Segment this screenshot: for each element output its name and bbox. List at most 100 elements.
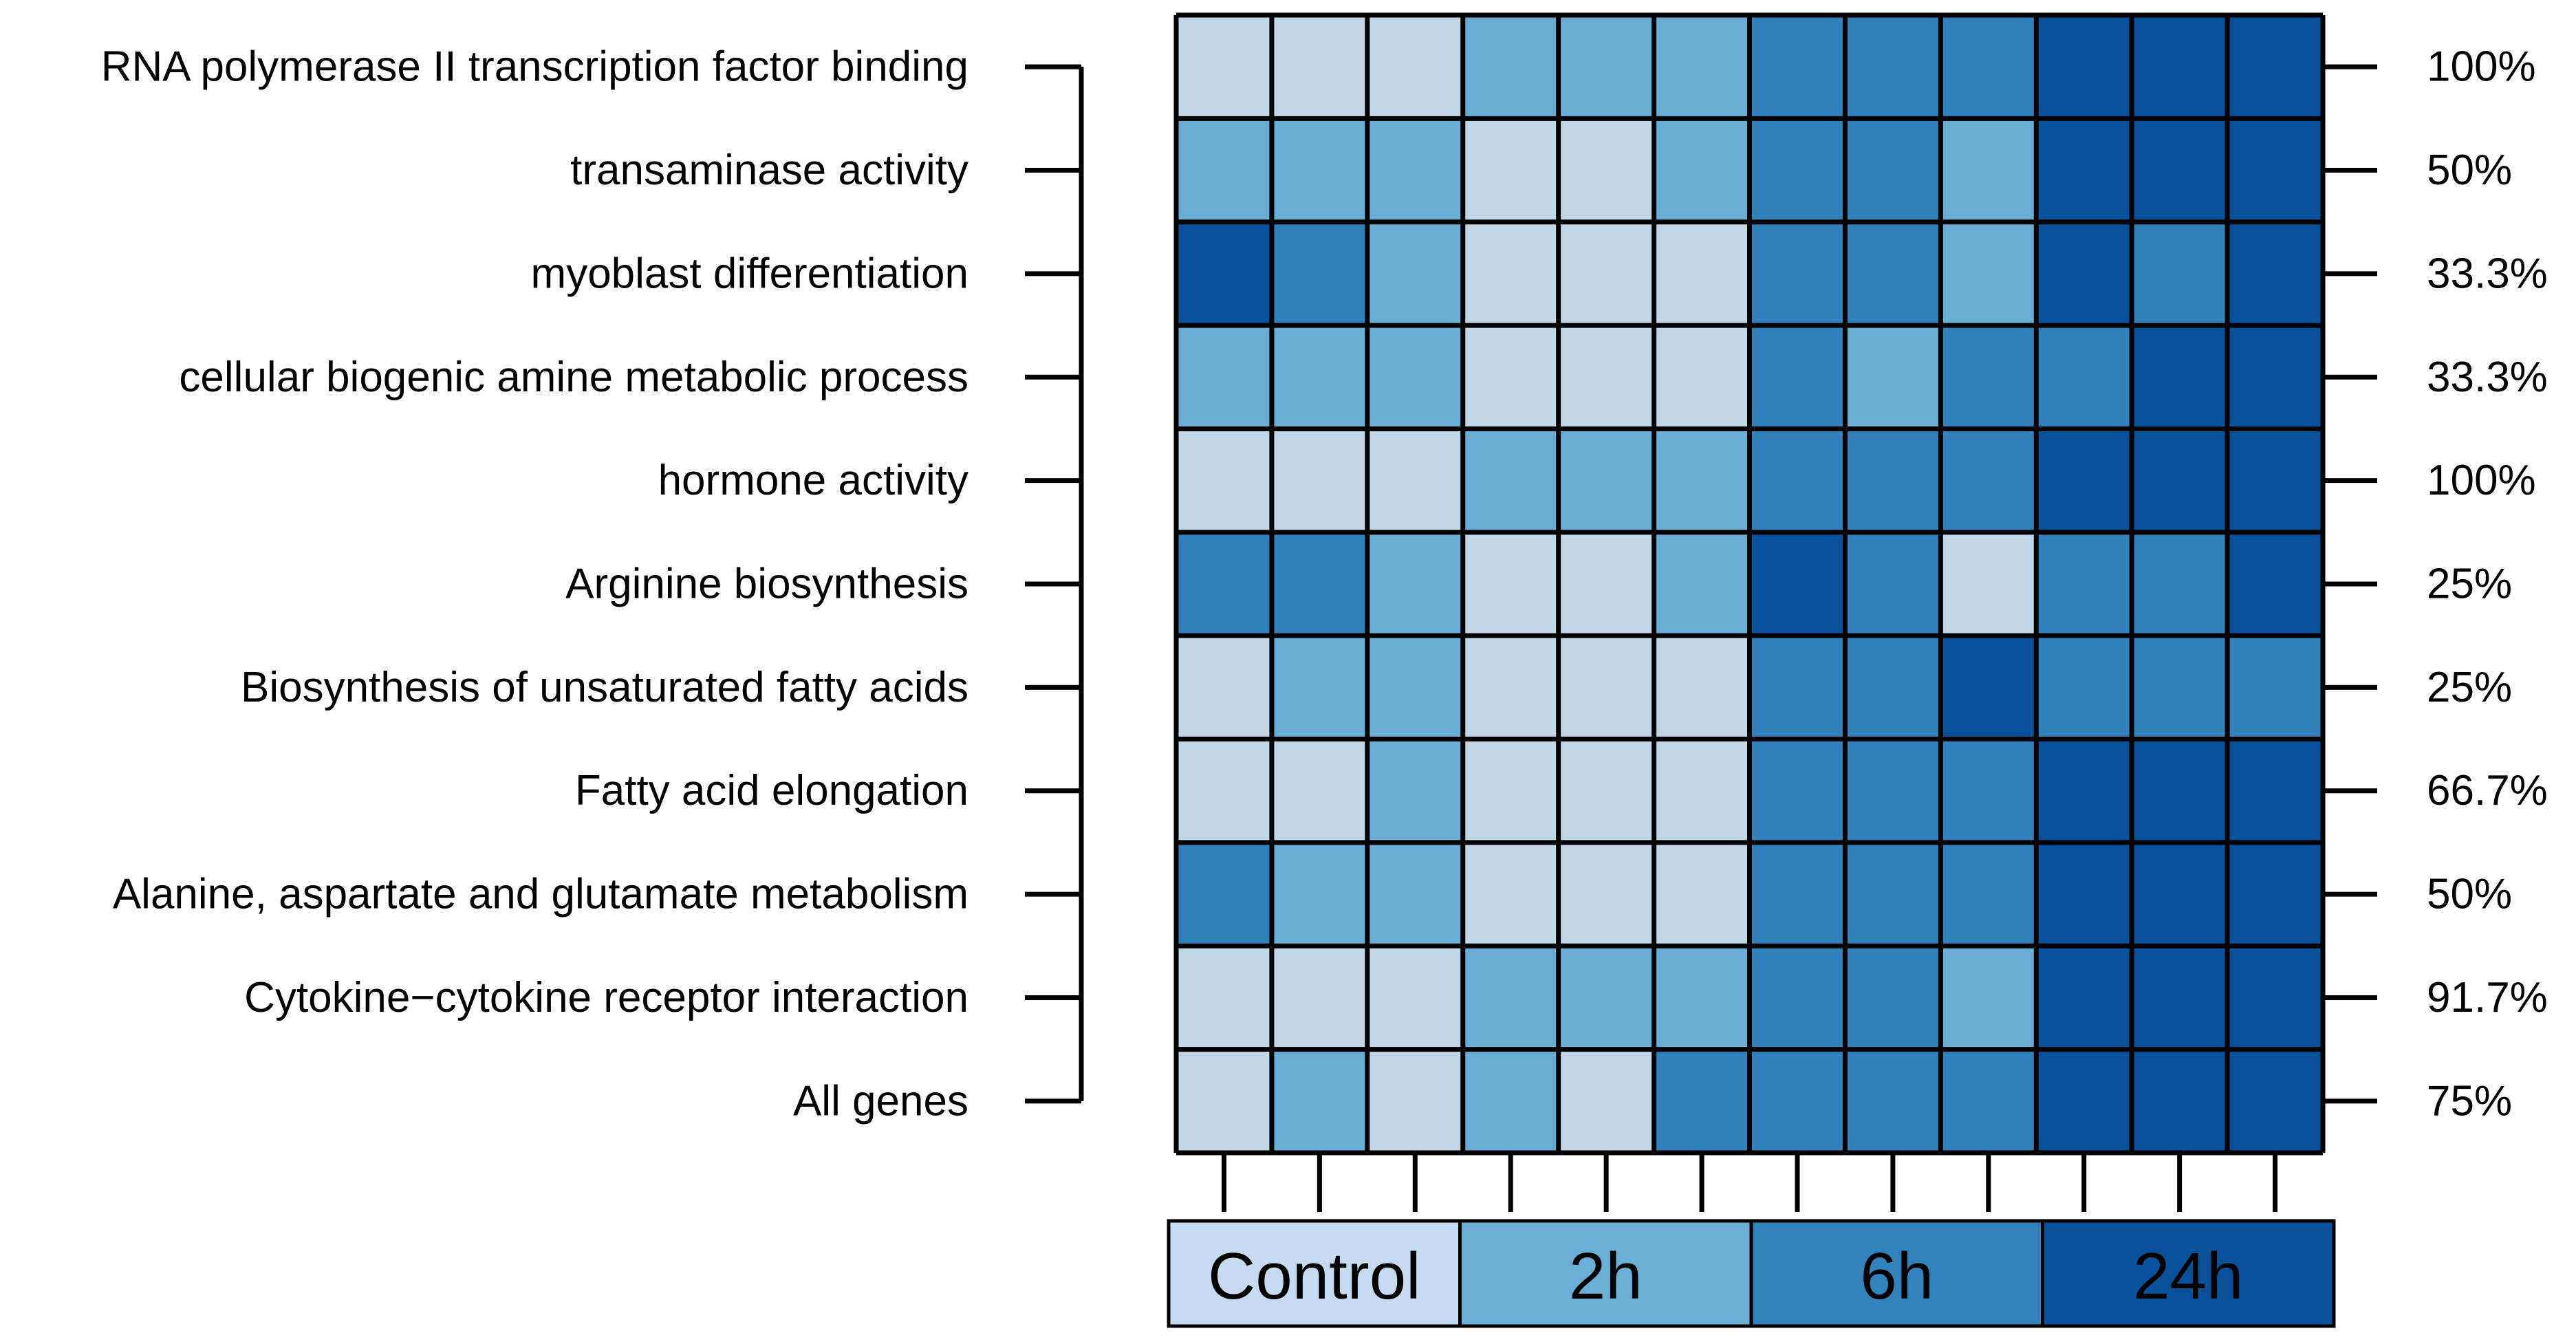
heatmap-cell: [1176, 1049, 1273, 1153]
heatmap-cell: [2036, 118, 2132, 223]
heatmap-cell: [2227, 429, 2324, 533]
heatmap-cell: [1654, 946, 1750, 1050]
heatmap-cell: [1367, 946, 1464, 1050]
heatmap-cell: [1940, 636, 2037, 740]
heatmap-cell: [1271, 1049, 1368, 1153]
heatmap-cell: [1176, 739, 1273, 843]
heatmap-cell: [2036, 221, 2132, 326]
heatmap-cell: [2227, 532, 2324, 636]
heatmap-cell: [1558, 325, 1655, 429]
row-label: Alanine, aspartate and glutamate metabol…: [113, 871, 968, 918]
heatmap-cell: [1558, 532, 1655, 636]
heatmap-cell: [2036, 15, 2132, 119]
heatmap-cell: [1558, 429, 1655, 533]
heatmap-cell: [1940, 325, 2037, 429]
group-segment: [2041, 1219, 2336, 1328]
heatmap-cell: [1462, 739, 1559, 843]
heatmap-cell: [1940, 842, 2037, 946]
heatmap-cell: [1462, 532, 1559, 636]
heatmap-cell: [1271, 739, 1368, 843]
percentage-label: 50%: [2427, 147, 2512, 194]
percentage-label: 25%: [2427, 561, 2512, 608]
group-label: Control: [1208, 1239, 1420, 1313]
heatmap-cell: [1462, 325, 1559, 429]
heatmap-cell: [1749, 946, 1846, 1050]
heatmap-cell: [1271, 532, 1368, 636]
heatmap-cell: [1271, 118, 1368, 223]
heatmap-cell: [2132, 429, 2228, 533]
percentage-label: 91.7%: [2427, 974, 2548, 1021]
heatmap-cell: [1749, 842, 1846, 946]
heatmap-cell: [2036, 739, 2132, 843]
heatmap-cell: [1367, 532, 1464, 636]
heatmap-cell: [1845, 532, 1941, 636]
group-label: 24h: [2133, 1239, 2243, 1313]
heatmap-cell: [2227, 1049, 2324, 1153]
heatmap-cell: [1558, 636, 1655, 740]
percentage-label: 75%: [2427, 1077, 2512, 1125]
heatmap-cell: [1845, 221, 1941, 326]
heatmap-cell: [1845, 636, 1941, 740]
heatmap-cell: [1654, 842, 1750, 946]
heatmap-cell: [1462, 429, 1559, 533]
heatmap-cell: [1749, 429, 1846, 533]
heatmap-cell: [2036, 1049, 2132, 1153]
heatmap-cell: [2036, 636, 2132, 740]
heatmap-cell: [1940, 739, 2037, 843]
heatmap-cell: [1654, 429, 1750, 533]
heatmap-cell: [1654, 739, 1750, 843]
heatmap-cell: [1654, 1049, 1750, 1153]
heatmap-cells: [1176, 15, 2324, 1153]
heatmap-cell: [2227, 739, 2324, 843]
heatmap-cell: [1940, 946, 2037, 1050]
heatmap-cell: [1558, 842, 1655, 946]
heatmap-cell: [1462, 118, 1559, 223]
heatmap-cell: [1176, 325, 1273, 429]
heatmap-cell: [1940, 15, 2037, 119]
percentage-label: 25%: [2427, 664, 2512, 711]
percentage-label: 100%: [2427, 457, 2536, 504]
heatmap-cell: [2132, 532, 2228, 636]
heatmap-cell: [1271, 429, 1368, 533]
heatmap-cell: [1176, 636, 1273, 740]
heatmap-cell: [1940, 532, 2037, 636]
heatmap-cell: [2132, 221, 2228, 326]
heatmap-cell: [2227, 15, 2324, 119]
percentage-label: 33.3%: [2427, 250, 2548, 297]
heatmap-cell: [1462, 221, 1559, 326]
heatmap-cell: [1654, 221, 1750, 326]
heatmap-cell: [2227, 325, 2324, 429]
heatmap-cell: [1749, 221, 1846, 326]
percentage-label: 66.7%: [2427, 767, 2548, 814]
heatmap-cell: [1367, 739, 1464, 843]
heatmap-cell: [1749, 532, 1846, 636]
heatmap-cell: [2132, 739, 2228, 843]
heatmap-cell: [1367, 842, 1464, 946]
heatmap-cell: [2036, 325, 2132, 429]
percentage-ticks: [2323, 64, 2377, 1104]
group-segment: [1167, 1219, 1462, 1328]
heatmap-cell: [1367, 118, 1464, 223]
heatmap-cell: [1845, 946, 1941, 1050]
row-label: Biosynthesis of unsaturated fatty acids: [241, 664, 968, 711]
heatmap-cell: [2036, 842, 2132, 946]
group-label: 2h: [1569, 1239, 1643, 1313]
row-label: Cytokine−cytokine receptor interaction: [244, 974, 968, 1021]
heatmap-cell: [1176, 532, 1273, 636]
heatmap-cell: [1176, 429, 1273, 533]
heatmap-cell: [2227, 842, 2324, 946]
heatmap-cell: [1654, 325, 1750, 429]
heatmap-cell: [1462, 842, 1559, 946]
heatmap-cell: [1367, 429, 1464, 533]
heatmap-cell: [2132, 636, 2228, 740]
row-labels: RNA polymerase II transcription factor b…: [101, 43, 968, 1125]
heatmap-cell: [1845, 842, 1941, 946]
heatmap-cell: [1654, 118, 1750, 223]
heatmap-cell: [1176, 946, 1273, 1050]
heatmap-cell: [1654, 636, 1750, 740]
heatmap-cell: [2036, 532, 2132, 636]
percentage-label: 100%: [2427, 43, 2536, 91]
percentage-labels: 100% 50% 33.3% 33.3% 100% 25% 25% 66.7% 50% 91.7%…: [2427, 43, 2548, 1125]
row-label: transaminase activity: [570, 147, 968, 194]
heatmap-cell: [1558, 1049, 1655, 1153]
